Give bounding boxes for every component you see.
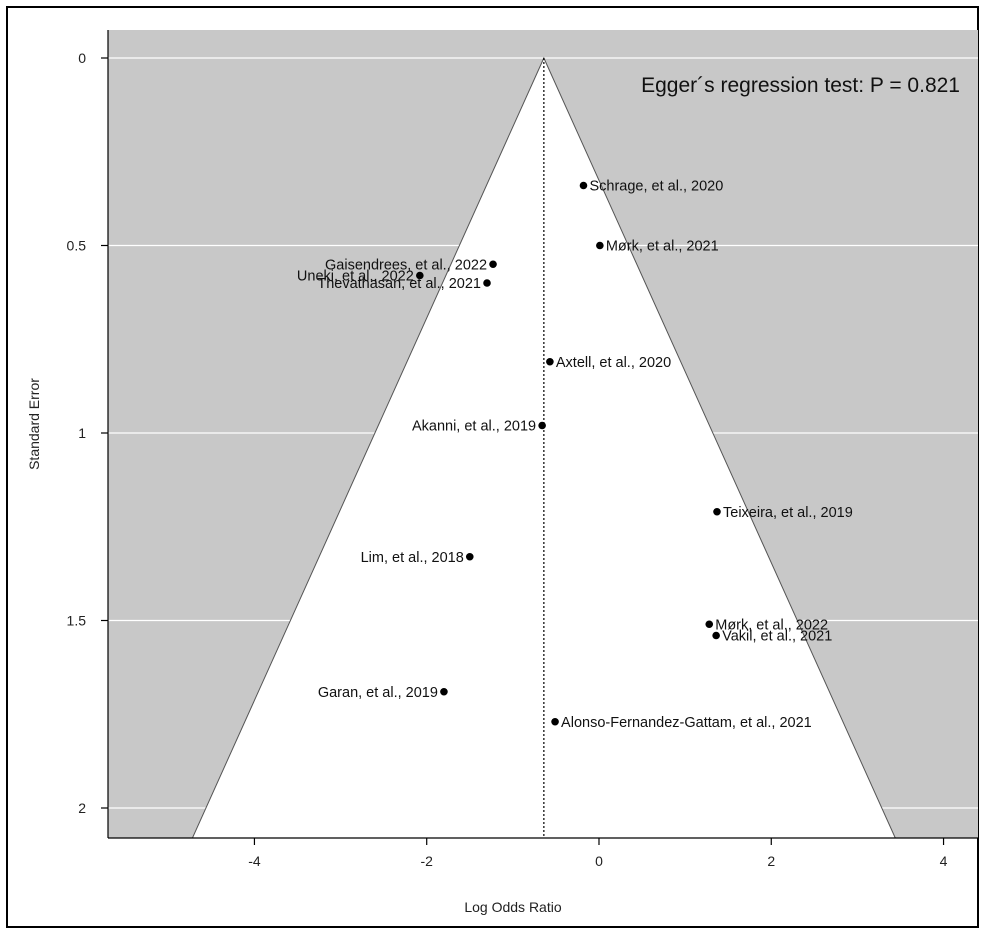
study-label: Gaisendrees, et al., 2022 — [325, 257, 487, 273]
study-label: Alonso-Fernandez-Gattam, et al., 2021 — [561, 715, 812, 731]
study-label: Thevathasan, et al., 2021 — [317, 276, 481, 292]
x-axis-title: Log Odds Ratio — [464, 899, 561, 915]
data-point — [579, 181, 588, 190]
study-label: Schrage, et al., 2020 — [589, 179, 723, 195]
study-label: Vakil, et al., 2021 — [722, 629, 832, 645]
study-label: Teixeira, et al., 2019 — [723, 505, 853, 521]
data-point — [551, 717, 559, 726]
data-point — [713, 507, 721, 516]
y-tick-label: 0.5 — [67, 238, 87, 254]
study-label: Mørk, et al., 2022 — [715, 617, 828, 633]
x-tick-label: -2 — [420, 853, 433, 869]
data-point — [538, 421, 546, 430]
data-point — [546, 357, 554, 366]
y-tick-label: 1.5 — [67, 613, 87, 629]
data-points: Schrage, et al., 2020 Mørk, et al., 2021 G… — [297, 179, 853, 731]
data-point — [483, 279, 491, 287]
study-label: Mørk, et al., 2021 — [606, 239, 719, 255]
data-point — [712, 631, 720, 640]
x-tick-label: 4 — [940, 853, 948, 869]
study-label: Lim, et al., 2018 — [361, 550, 464, 566]
egger-test-annotation: Egger´s regression test: P = 0.821 — [641, 74, 960, 97]
study-label: Axtell, et al., 2020 — [556, 355, 671, 371]
data-point — [596, 241, 604, 250]
x-tick-label: 2 — [767, 853, 775, 869]
data-point — [705, 620, 714, 629]
data-point — [440, 687, 448, 696]
y-tick-label: 2 — [78, 800, 86, 816]
study-label: Garan, et al., 2019 — [318, 685, 438, 701]
y-tick-label: 1 — [78, 425, 86, 441]
data-point — [416, 271, 424, 280]
axes: -4 -2 0 2 4 0 0.5 1 1.5 2 — [67, 30, 978, 869]
x-tick-label: -4 — [248, 853, 261, 869]
study-label: Uneki, et al., 2022 — [297, 269, 414, 285]
y-tick-label: 0 — [78, 50, 86, 66]
data-point — [489, 260, 497, 269]
y-axis-title: Standard Error — [26, 378, 42, 470]
data-point — [465, 552, 474, 561]
x-tick-label: 0 — [595, 853, 603, 869]
study-label: Akanni, et al., 2019 — [412, 419, 536, 435]
